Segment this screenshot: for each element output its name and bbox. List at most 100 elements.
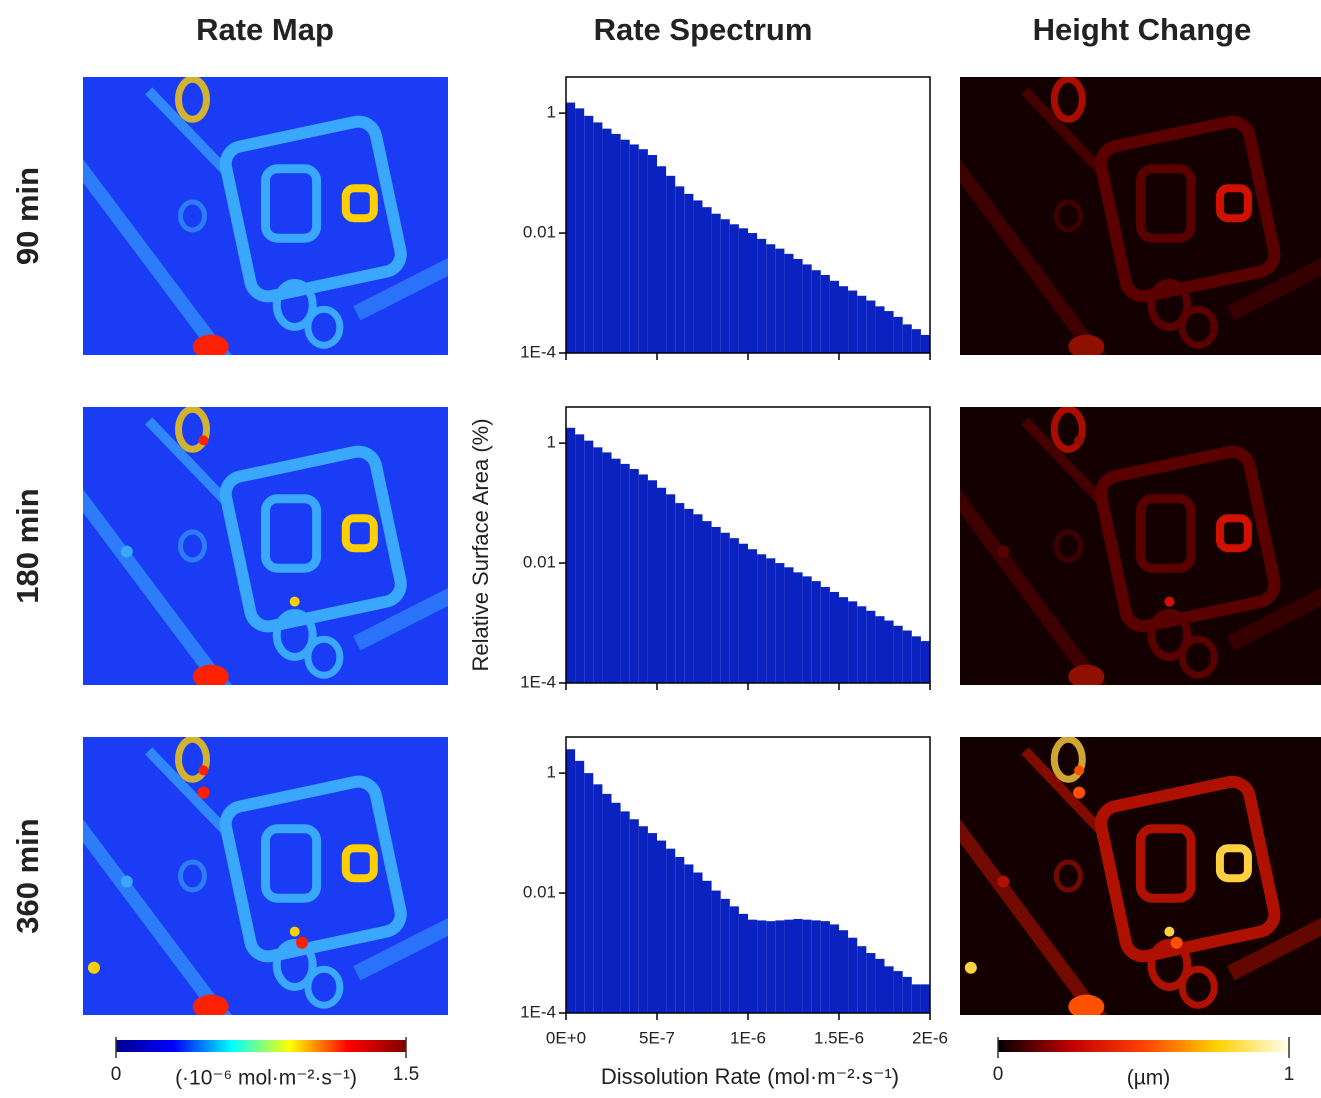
histogram-bar — [675, 856, 685, 1013]
histogram-bar — [757, 238, 767, 353]
histogram-bar — [884, 966, 894, 1013]
map-feature — [1053, 529, 1083, 563]
histogram-bar — [629, 144, 639, 353]
map-hotspot — [1068, 664, 1105, 685]
map-hotspot — [289, 926, 300, 937]
histogram-bar — [920, 641, 930, 683]
map-hotspot — [87, 961, 100, 974]
histogram-bar — [720, 898, 730, 1013]
histogram-bar — [666, 175, 676, 353]
histogram-bar — [839, 930, 849, 1013]
histogram-bar — [848, 290, 858, 353]
histogram-bar — [766, 244, 776, 353]
histogram-bar — [902, 976, 912, 1013]
map-feature — [1178, 965, 1218, 1009]
histogram-bar — [629, 469, 639, 683]
map-hotspot — [1215, 184, 1252, 223]
histogram-bar — [720, 219, 730, 353]
column-title: Rate Spectrum — [594, 12, 813, 47]
histogram-bar — [693, 514, 703, 683]
histogram-bar — [820, 921, 830, 1013]
histogram-bar — [602, 128, 612, 353]
histogram-bar — [766, 558, 776, 683]
map-feature — [145, 417, 233, 508]
map-hotspot — [296, 936, 308, 949]
map-hotspot — [1050, 737, 1086, 783]
histogram-bar — [820, 586, 830, 683]
histogram-bar — [829, 591, 839, 683]
x-tick-label: 0E+0 — [546, 1028, 586, 1047]
histogram-bar — [702, 521, 712, 683]
histogram-bar — [920, 984, 930, 1013]
row-label: 180 min — [10, 488, 45, 603]
y-tick-label: 1 — [547, 763, 556, 782]
histogram-bar — [729, 538, 739, 683]
map-hotspot — [1068, 334, 1105, 355]
histogram-bar — [684, 864, 694, 1013]
map-feature — [178, 199, 207, 233]
height-map — [960, 407, 1321, 685]
colorbar-tick-label: 1.5 — [393, 1064, 419, 1085]
histogram-bar — [911, 329, 921, 353]
row-label: 360 min — [10, 818, 45, 933]
map-hotspot — [175, 407, 210, 453]
map-hotspot — [341, 844, 378, 883]
histogram-bar — [620, 139, 630, 353]
x-tick-label: 1E-6 — [730, 1028, 766, 1047]
histogram-bar — [848, 601, 858, 683]
histogram-bar — [829, 924, 839, 1013]
histogram-bar — [857, 946, 867, 1013]
map-feature — [261, 164, 322, 243]
map-hotspot — [192, 994, 229, 1015]
map-feature — [145, 747, 233, 838]
map-feature — [304, 965, 344, 1009]
x-axis-label: Dissolution Rate (mol·m⁻²·s⁻¹) — [601, 1064, 899, 1089]
map-feature — [1021, 747, 1109, 838]
map-feature — [304, 305, 344, 349]
histogram-bar — [866, 953, 876, 1013]
map-hotspot — [192, 664, 229, 685]
histogram-bar — [602, 793, 612, 1013]
histogram-bar — [602, 452, 612, 683]
map-feature — [1136, 164, 1196, 243]
histogram-bar — [657, 840, 667, 1013]
histogram-bar — [893, 316, 903, 353]
histogram-bar — [711, 213, 721, 353]
map-hotspot — [175, 737, 210, 783]
y-tick-label: 0.01 — [523, 553, 556, 572]
x-tick-label: 1.5E-6 — [814, 1028, 864, 1047]
histogram-bar — [620, 463, 630, 683]
map-feature — [304, 635, 344, 679]
histogram-bar — [675, 186, 685, 353]
map-feature — [1147, 608, 1192, 661]
x-tick-label: 2E-6 — [912, 1028, 948, 1047]
histogram-bar — [720, 532, 730, 683]
colorbar-label: (µm) — [1127, 1067, 1171, 1090]
map-feature — [1095, 445, 1281, 633]
histogram-bar — [748, 919, 758, 1013]
histogram-bar — [875, 306, 885, 353]
map-feature — [1227, 587, 1321, 651]
map-feature — [1021, 87, 1109, 178]
map-feature — [272, 608, 317, 661]
histogram-bar — [584, 440, 594, 683]
histogram-bar — [738, 543, 748, 683]
rate-map — [83, 737, 448, 1015]
map-feature — [1095, 775, 1281, 963]
map-feature — [272, 278, 317, 331]
histogram-bar — [738, 228, 748, 353]
map-hotspot — [1164, 596, 1175, 607]
histogram-bar — [684, 508, 694, 683]
histogram-bar — [647, 480, 657, 683]
histogram-bar — [584, 773, 594, 1013]
histogram-bar — [666, 494, 676, 683]
map-hotspot — [120, 545, 133, 558]
histogram-bar — [738, 913, 748, 1013]
map-hotspot — [997, 875, 1010, 888]
histogram-bar — [920, 334, 930, 353]
histogram-bar — [866, 610, 876, 683]
map-hotspot — [1215, 844, 1252, 883]
histogram-bar — [611, 133, 621, 353]
histogram-bar — [575, 108, 585, 354]
